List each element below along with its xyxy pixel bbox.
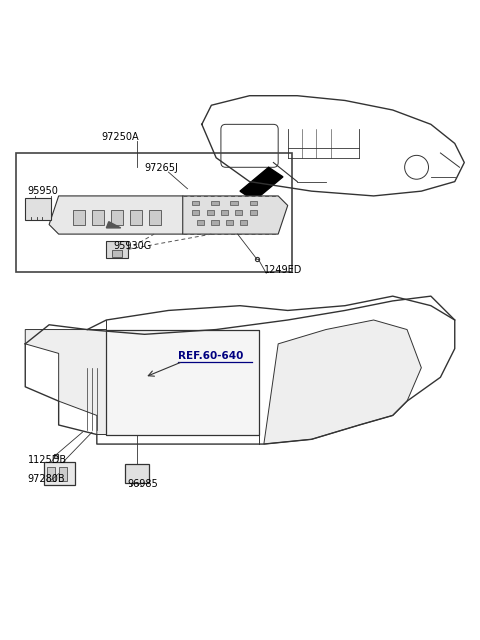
Text: 97265J: 97265J xyxy=(144,163,179,173)
Polygon shape xyxy=(183,196,288,234)
Text: 1125DB: 1125DB xyxy=(28,455,67,465)
Bar xyxy=(149,210,161,225)
Bar xyxy=(197,220,204,225)
Polygon shape xyxy=(107,221,120,228)
Bar xyxy=(92,210,104,225)
Text: 95950: 95950 xyxy=(28,186,59,196)
Bar xyxy=(73,210,85,225)
Bar xyxy=(206,210,214,215)
Bar xyxy=(211,201,218,205)
Bar xyxy=(107,330,259,435)
Text: REF.60-640: REF.60-640 xyxy=(178,351,243,361)
Text: 97250A: 97250A xyxy=(102,132,139,141)
Bar xyxy=(211,220,218,225)
Text: 97280B: 97280B xyxy=(28,474,65,484)
Bar xyxy=(250,210,257,215)
Bar xyxy=(59,467,67,481)
Text: 95930G: 95930G xyxy=(114,241,152,252)
Polygon shape xyxy=(25,330,107,435)
Bar xyxy=(112,250,121,257)
Bar xyxy=(230,201,238,205)
Bar xyxy=(25,198,51,220)
Polygon shape xyxy=(240,167,283,201)
Bar xyxy=(16,153,292,272)
Bar xyxy=(221,210,228,215)
Bar xyxy=(192,201,199,205)
Bar xyxy=(240,220,247,225)
Bar xyxy=(111,210,123,225)
Bar xyxy=(44,461,75,484)
Text: 1249ED: 1249ED xyxy=(264,265,302,275)
Text: 96985: 96985 xyxy=(127,479,157,489)
Bar xyxy=(47,467,55,481)
Polygon shape xyxy=(49,196,192,234)
Bar xyxy=(125,464,149,483)
Bar xyxy=(107,241,128,258)
Polygon shape xyxy=(264,320,421,444)
Bar xyxy=(226,220,233,225)
Bar xyxy=(250,201,257,205)
Bar xyxy=(235,210,242,215)
Bar xyxy=(192,210,199,215)
Bar xyxy=(130,210,142,225)
